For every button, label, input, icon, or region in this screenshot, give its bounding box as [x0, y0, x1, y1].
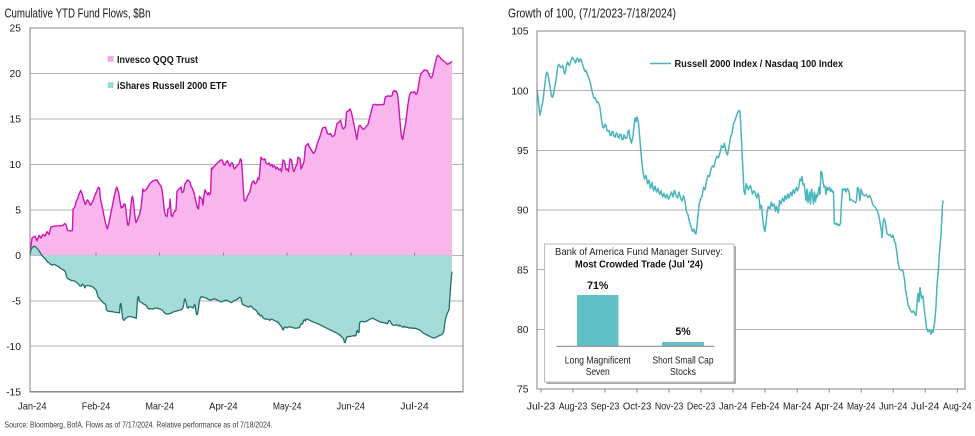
- svg-text:Source: Bloomberg, BofA. Flows: Source: Bloomberg, BofA. Flows as of 7/1…: [5, 420, 273, 430]
- svg-text:Stocks: Stocks: [670, 367, 696, 378]
- svg-text:10: 10: [10, 160, 22, 171]
- svg-text:iShares Russell 2000 ETF: iShares Russell 2000 ETF: [117, 81, 227, 92]
- svg-text:Aug-23: Aug-23: [559, 402, 588, 413]
- svg-text:Jan-24: Jan-24: [18, 402, 47, 413]
- svg-text:25: 25: [10, 24, 22, 35]
- svg-text:Feb-24: Feb-24: [82, 402, 111, 413]
- svg-text:100: 100: [511, 86, 528, 97]
- svg-text:5: 5: [15, 205, 21, 216]
- svg-text:Dec-23: Dec-23: [687, 402, 716, 413]
- svg-text:5%: 5%: [675, 326, 691, 338]
- svg-text:71%: 71%: [587, 280, 609, 292]
- svg-text:Cumulative YTD Fund Flows, $Bn: Cumulative YTD Fund Flows, $Bn: [5, 6, 151, 20]
- svg-text:Jun-24: Jun-24: [879, 402, 908, 413]
- svg-text:Sep-23: Sep-23: [591, 402, 620, 413]
- svg-text:Jul-24: Jul-24: [400, 402, 429, 413]
- svg-text:Short Small Cap: Short Small Cap: [653, 356, 714, 367]
- svg-text:Invesco QQQ Trust: Invesco QQQ Trust: [117, 55, 199, 66]
- svg-text:105: 105: [511, 27, 528, 38]
- svg-text:Oct-23: Oct-23: [623, 402, 652, 413]
- svg-text:Nov-23: Nov-23: [655, 402, 684, 413]
- svg-text:15: 15: [10, 115, 22, 126]
- svg-text:0: 0: [15, 251, 21, 262]
- svg-text:Jul-23: Jul-23: [527, 402, 556, 413]
- svg-text:Jun-24: Jun-24: [337, 402, 366, 413]
- svg-text:May-24: May-24: [847, 402, 876, 413]
- svg-text:Long Magnificent: Long Magnificent: [565, 356, 631, 367]
- svg-text:Mar-24: Mar-24: [145, 402, 174, 413]
- svg-text:-5: -5: [12, 296, 21, 307]
- svg-text:20: 20: [10, 69, 22, 80]
- svg-text:Feb-24: Feb-24: [751, 402, 780, 413]
- svg-text:Russell 2000 Index / Nasdaq 10: Russell 2000 Index / Nasdaq 100 Index: [675, 59, 844, 70]
- svg-text:Seven: Seven: [586, 367, 610, 378]
- svg-text:Jul-24: Jul-24: [911, 402, 940, 413]
- svg-text:80: 80: [517, 325, 529, 336]
- svg-text:Growth of 100, (7/1/2023-7/18/: Growth of 100, (7/1/2023-7/18/2024): [508, 6, 676, 20]
- svg-text:Apr-24: Apr-24: [815, 402, 844, 413]
- svg-text:Apr-24: Apr-24: [209, 402, 238, 413]
- svg-text:Bank of America Fund Manager S: Bank of America Fund Manager Survey:: [555, 247, 723, 258]
- svg-text:90: 90: [517, 206, 529, 217]
- svg-text:Mar-24: Mar-24: [783, 402, 812, 413]
- svg-text:-15: -15: [6, 387, 21, 398]
- svg-text:-10: -10: [6, 342, 21, 353]
- svg-text:Aug-24: Aug-24: [943, 402, 972, 413]
- svg-text:75: 75: [517, 385, 529, 396]
- svg-text:Most Crowded Trade (Jul '24): Most Crowded Trade (Jul '24): [575, 260, 703, 271]
- svg-text:May-24: May-24: [273, 402, 302, 413]
- svg-text:85: 85: [517, 265, 529, 276]
- svg-text:95: 95: [517, 146, 529, 157]
- svg-text:Jan-24: Jan-24: [719, 402, 748, 413]
